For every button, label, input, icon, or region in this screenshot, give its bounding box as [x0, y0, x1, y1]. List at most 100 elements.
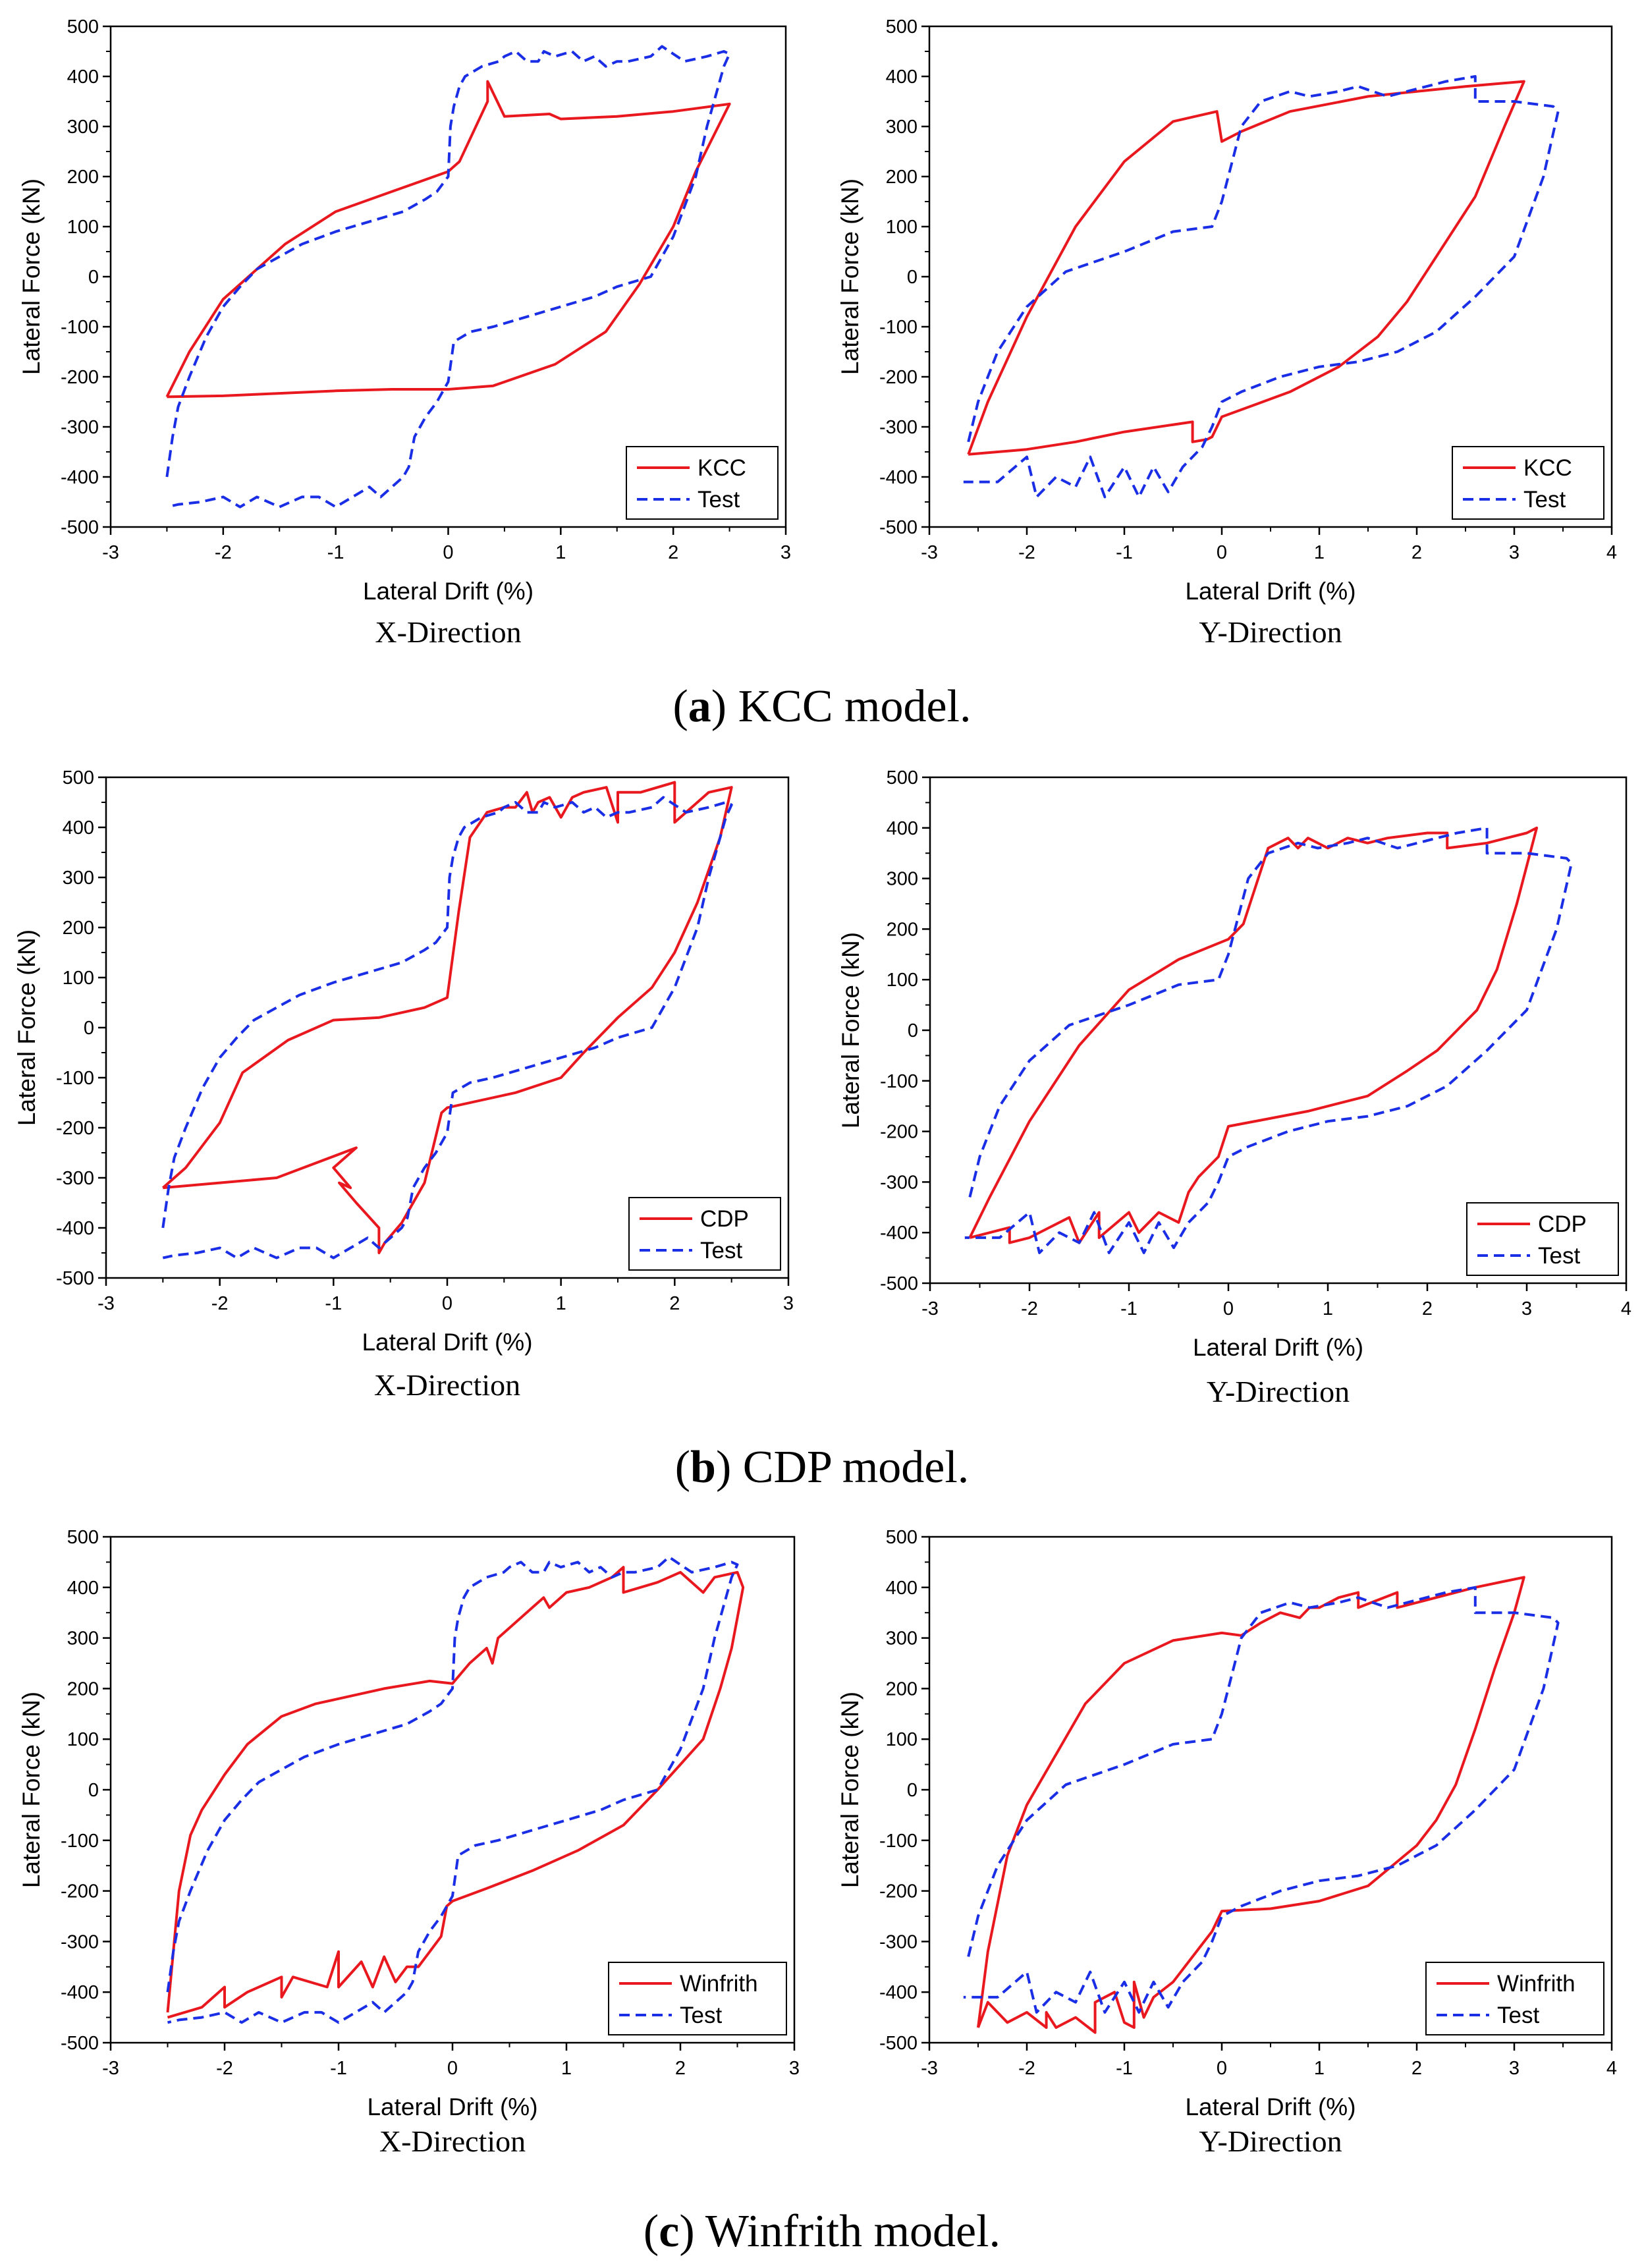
- x-tick-label: -2: [215, 542, 232, 563]
- x-tick-label: -3: [921, 542, 938, 563]
- chart-panels: -3 -2 -1 0 1 2 3-500-400-300-200-1000100200300…: [13, 16, 1631, 2158]
- y-tick-label: 0: [907, 267, 918, 288]
- x-tick-label: 1: [556, 1293, 566, 1314]
- y-tick-label: 300: [886, 117, 918, 138]
- y-tick-label: -400: [61, 467, 99, 488]
- x-tick-label: -3: [102, 2058, 119, 2079]
- series-cdp-line: [968, 826, 1539, 1244]
- x-tick-label: -2: [1021, 1298, 1038, 1319]
- y-tick-label: -400: [61, 1982, 99, 2003]
- series-test-line: [161, 796, 733, 1259]
- y-tick-label: 500: [63, 767, 94, 788]
- series-kcc-line: [967, 80, 1525, 456]
- legend-label-kcc: KCC: [698, 455, 746, 481]
- series-kcc-line: [165, 80, 731, 399]
- y-tick-label: 0: [84, 1018, 94, 1039]
- x-axis-title: Lateral Drift (%): [362, 1329, 532, 1356]
- y-tick-label: -400: [56, 1218, 94, 1239]
- y-tick-label: -300: [880, 1172, 918, 1193]
- y-tick-label: -300: [61, 1931, 99, 1952]
- x-tick-label: 3: [783, 1293, 794, 1314]
- y-tick-label: 100: [887, 970, 918, 991]
- x-tick-label: 3: [1521, 1298, 1532, 1319]
- caption-c: (c) Winfrith model.: [644, 2206, 1000, 2257]
- y-tick-label: 200: [886, 1678, 918, 1700]
- legend-label-cdp: CDP: [700, 1206, 749, 1232]
- y-tick-label: -300: [879, 1931, 918, 1952]
- x-tick-label: -3: [921, 1298, 939, 1319]
- y-axis-title: Lateral Force (kN): [18, 1692, 45, 1888]
- y-axis-title: Lateral Force (kN): [836, 179, 863, 375]
- y-tick-label: 200: [63, 918, 94, 939]
- y-tick-label: 500: [67, 1527, 99, 1548]
- legend-label-test: Test: [680, 2003, 722, 2028]
- caption-c-open: (: [644, 2206, 659, 2257]
- legend-label-winfrith: Winfrith: [680, 1971, 758, 1997]
- caption-c-text: Winfrith model.: [695, 2206, 1000, 2257]
- legend-label-test: Test: [700, 1238, 742, 1263]
- legend-label-kcc: KCC: [1523, 455, 1572, 481]
- direction-title: X-Direction: [379, 2124, 526, 2158]
- x-tick-label: 3: [781, 542, 791, 563]
- legend: Winfrith Test: [608, 1962, 787, 2035]
- legend-label-winfrith: Winfrith: [1497, 1971, 1576, 1997]
- y-tick-label: -500: [879, 517, 918, 538]
- y-tick-label: -100: [56, 1068, 94, 1089]
- caption-b-text: CDP model.: [731, 1442, 969, 1493]
- direction-title: Y-Direction: [1199, 615, 1342, 649]
- legend-box: [628, 1197, 781, 1271]
- x-axis-title: Lateral Drift (%): [1185, 578, 1356, 605]
- y-tick-label: 300: [886, 1628, 918, 1649]
- x-tick-label: -1: [1116, 2058, 1133, 2079]
- legend-label-cdp: CDP: [1538, 1211, 1587, 1237]
- y-tick-label: 200: [67, 1678, 99, 1700]
- y-tick-label: 200: [886, 167, 918, 188]
- y-tick-label: 0: [88, 267, 99, 288]
- y-tick-label: -100: [61, 1831, 99, 1852]
- caption-a-close: ): [711, 681, 726, 732]
- y-tick-label: 100: [63, 968, 94, 989]
- y-tick-label: 100: [67, 1729, 99, 1750]
- x-axis-title: Lateral Drift (%): [1193, 1334, 1363, 1361]
- y-tick-label: 100: [67, 217, 99, 238]
- y-tick-label: 500: [67, 16, 99, 38]
- y-tick-label: 0: [908, 1020, 918, 1041]
- y-tick-label: -200: [61, 367, 99, 388]
- x-tick-label: 0: [1217, 2058, 1227, 2079]
- y-tick-label: -500: [880, 1273, 918, 1294]
- caption-b: (b) CDP model.: [675, 1442, 970, 1493]
- caption-c-close: ): [679, 2206, 694, 2257]
- caption-a-open: (: [672, 681, 688, 732]
- y-tick-label: 500: [886, 1527, 918, 1548]
- legend-label-test: Test: [1538, 1243, 1580, 1269]
- x-tick-label: 0: [447, 2058, 458, 2079]
- legend: KCC Test: [626, 446, 779, 520]
- series-cdp-line: [161, 781, 733, 1254]
- legend: CDP Test: [628, 1197, 781, 1271]
- y-tick-label: -100: [61, 317, 99, 338]
- caption-a-letter: a: [688, 681, 711, 732]
- x-tick-label: 3: [789, 2058, 800, 2079]
- y-axis-title: Lateral Force (kN): [18, 179, 45, 375]
- x-tick-label: -1: [330, 2058, 347, 2079]
- legend-label-test: Test: [698, 487, 740, 512]
- series-test-line: [963, 1586, 1560, 2014]
- x-tick-label: 1: [555, 542, 566, 563]
- y-tick-label: -500: [61, 2033, 99, 2054]
- caption-a-text: KCC model.: [726, 681, 971, 732]
- y-tick-label: -500: [879, 2033, 918, 2054]
- y-tick-label: -500: [61, 517, 99, 538]
- legend-label-test: Test: [1523, 487, 1566, 512]
- x-tick-label: -3: [921, 2058, 938, 2079]
- y-tick-label: -500: [56, 1268, 94, 1289]
- x-tick-label: -1: [1120, 1298, 1137, 1319]
- caption-b-open: (: [675, 1442, 690, 1493]
- series-test-line: [166, 1555, 739, 2024]
- x-tick-label: 2: [675, 2058, 686, 2079]
- x-tick-label: 2: [668, 542, 678, 563]
- x-tick-label: -1: [325, 1293, 342, 1314]
- legend-box: [1466, 1202, 1619, 1276]
- x-tick-label: 2: [669, 1293, 680, 1314]
- x-tick-label: 1: [561, 2058, 572, 2079]
